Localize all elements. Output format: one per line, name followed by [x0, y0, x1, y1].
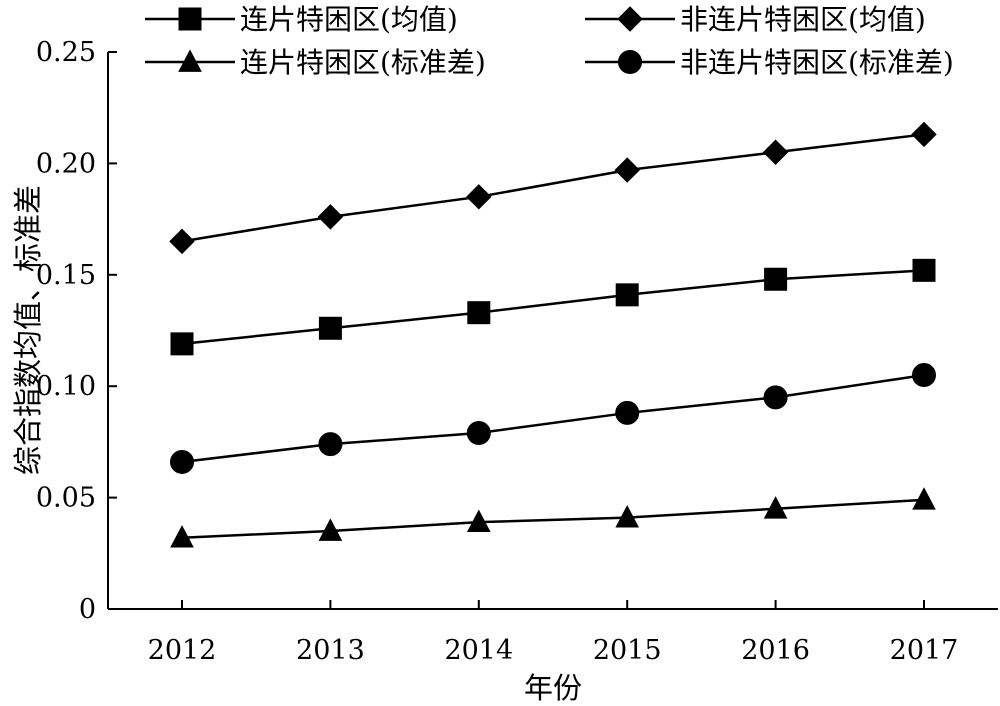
y-tick-label: 0.25	[36, 37, 96, 68]
series-line	[181, 498, 925, 539]
data-point-diamond	[169, 228, 195, 255]
x-tick-label: 2017	[890, 635, 959, 666]
legend-item: 连片特困区(标准差)	[145, 46, 486, 79]
legend-marker-diamond	[617, 6, 643, 32]
data-point-diamond	[317, 204, 344, 230]
x-tick-label: 2013	[296, 635, 365, 666]
y-tick-label: 0.10	[36, 371, 96, 402]
data-point-diamond	[911, 121, 937, 148]
data-point-square	[170, 332, 194, 356]
series-triangle	[170, 487, 936, 548]
series-line	[181, 269, 925, 346]
x-tick-label: 2015	[593, 635, 662, 666]
y-tick-label: 0.20	[36, 148, 96, 179]
legend-marker-square	[178, 7, 202, 31]
data-point-circle	[170, 449, 194, 474]
legend-item: 连片特困区(均值)	[145, 3, 458, 36]
y-axis-title: 综合指数均值、标准差	[11, 185, 45, 475]
data-point-diamond	[762, 139, 789, 165]
x-tick-label: 2012	[148, 635, 217, 666]
legend-item: 非连片特困区(均值)	[585, 3, 926, 36]
data-point-triangle	[615, 505, 640, 528]
data-point-square	[318, 316, 342, 340]
legend-marker-circle	[618, 50, 642, 74]
legend-marker-triangle	[178, 49, 202, 72]
data-point-square	[615, 283, 639, 307]
series-line	[181, 133, 925, 243]
series-square	[170, 258, 936, 356]
series-line	[181, 373, 925, 464]
series-circle	[170, 363, 936, 474]
data-point-triangle	[170, 525, 194, 548]
data-point-circle	[318, 432, 343, 457]
data-point-square	[912, 258, 936, 282]
x-tick-label: 2014	[444, 635, 513, 666]
legend-label: 连片特困区(均值)	[240, 3, 458, 36]
x-ticks: 2012 2013 2014 2015 2016 2017	[148, 600, 959, 666]
data-point-square	[467, 301, 491, 325]
legend: 连片特困区(均值) 非连片特困区(均值) 连片特困区(标准差) 非连片特困区(标准差)	[145, 3, 954, 79]
data-point-diamond	[466, 184, 492, 210]
x-tick-label: 2016	[741, 635, 810, 666]
data-point-circle	[763, 385, 788, 410]
data-point-circle	[615, 400, 640, 425]
y-ticks: 0 0.05 0.10 0.15 0.20 0.25	[36, 37, 117, 625]
series-layer	[169, 121, 937, 548]
legend-item: 非连片特困区(标准差)	[585, 46, 954, 79]
data-point-square	[764, 267, 788, 291]
x-axis-title: 年份	[524, 671, 582, 705]
data-point-triangle	[763, 496, 788, 519]
series-diamond	[169, 121, 937, 255]
data-point-triangle	[466, 509, 491, 532]
data-point-triangle	[912, 487, 936, 510]
y-tick-label: 0	[79, 594, 96, 625]
data-point-circle	[466, 420, 491, 445]
data-point-triangle	[318, 518, 343, 541]
legend-label: 连片特困区(标准差)	[240, 46, 486, 79]
y-tick-label: 0.15	[36, 260, 96, 291]
legend-label: 非连片特困区(均值)	[680, 3, 926, 36]
y-tick-label: 0.05	[36, 483, 96, 514]
legend-label: 非连片特困区(标准差)	[680, 46, 954, 79]
axes	[107, 52, 998, 610]
data-point-circle	[912, 363, 936, 388]
data-point-diamond	[614, 157, 640, 183]
